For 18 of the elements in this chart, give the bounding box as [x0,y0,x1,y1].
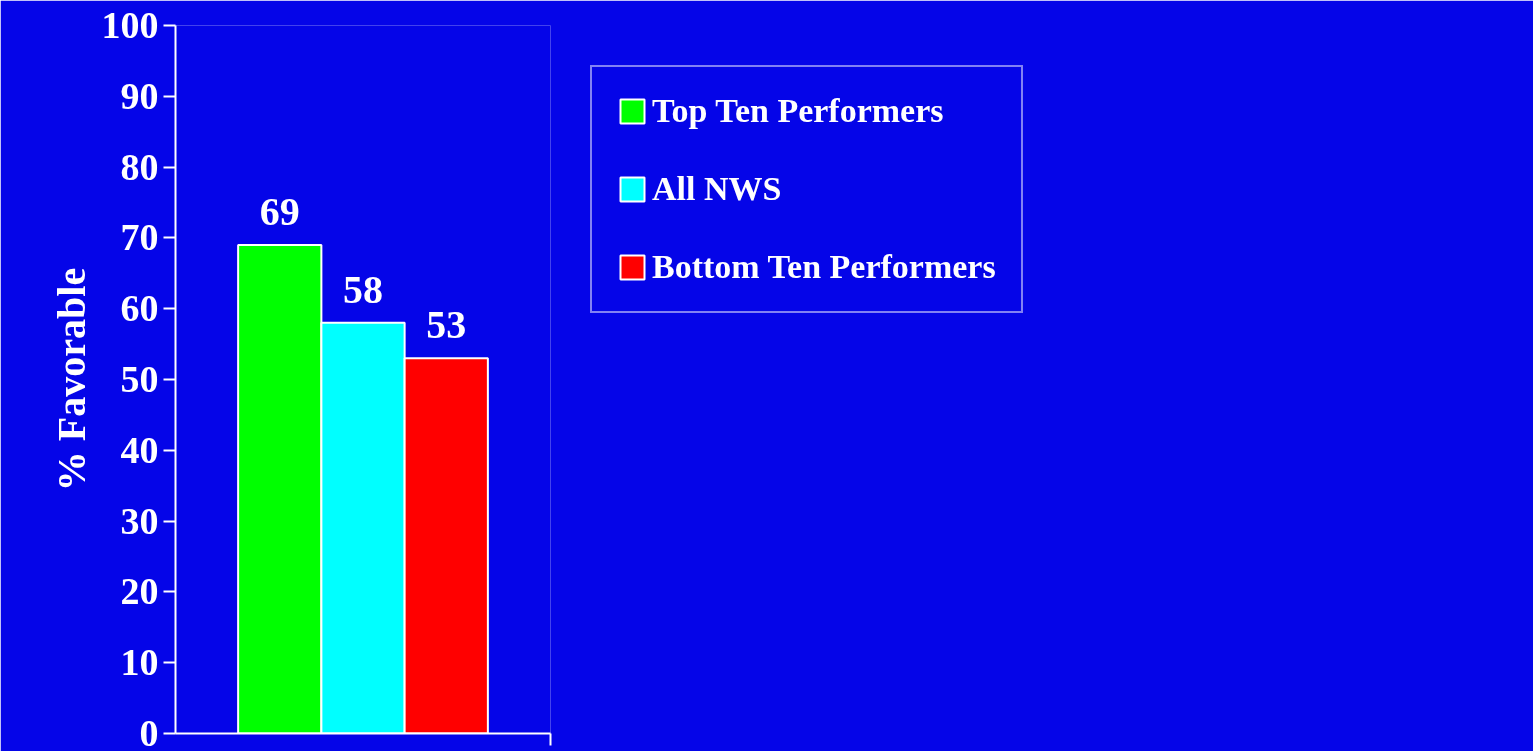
y-tick-label: 60 [120,287,159,330]
y-tick-label: 100 [101,4,159,46]
y-tick-label: 20 [120,570,159,613]
y-tick-label: 50 [120,358,159,400]
y-tick-label: 40 [120,428,159,471]
y-axis-title: % Favorable [48,267,94,492]
data-label: 58 [343,266,383,312]
y-tick-label: 0 [139,712,159,751]
y-tick-label: 10 [120,641,159,684]
legend-label: Bottom Ten Performers [652,248,996,286]
data-label: 69 [259,188,300,234]
y-tick-label: 90 [120,74,159,117]
y-tick-label: 80 [120,145,159,188]
y-tick-label: 70 [120,216,159,259]
data-label: 53 [426,302,467,348]
legend-label: All NWS [652,170,782,208]
legend-label: Top Ten Performers [652,92,944,130]
y-tick-label: 30 [120,499,159,542]
